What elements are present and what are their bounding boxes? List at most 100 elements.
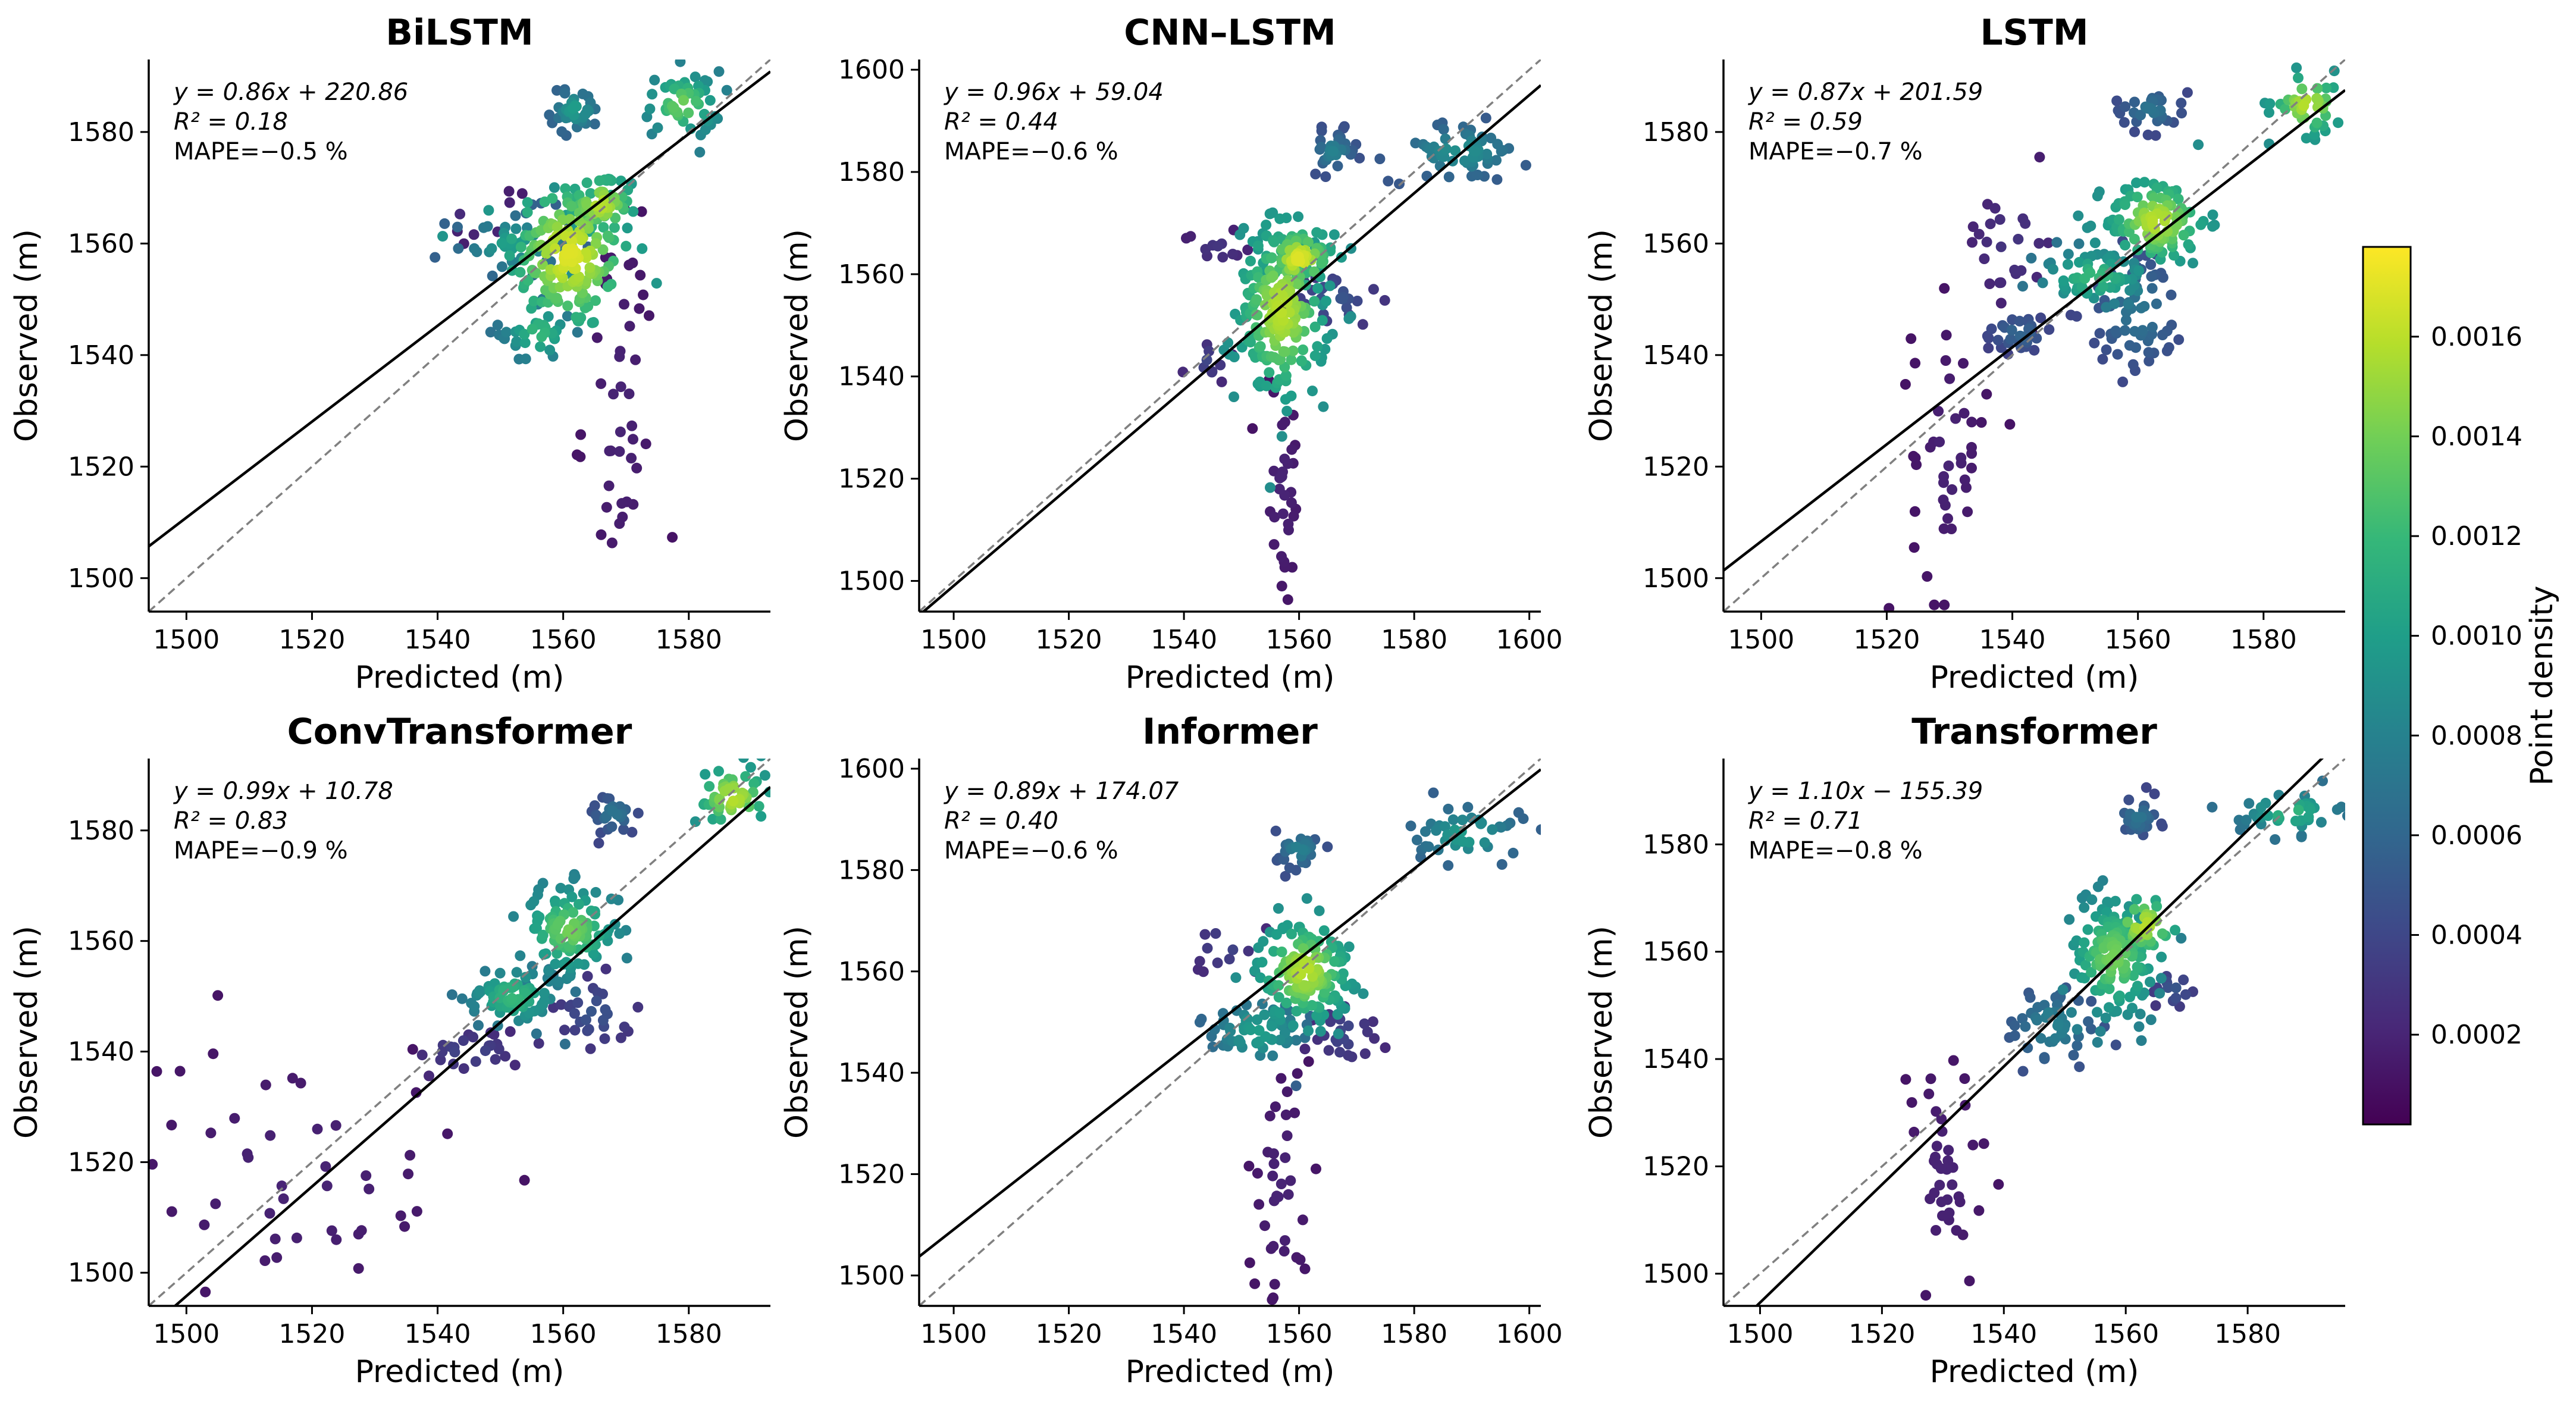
scatter-point: [615, 426, 626, 437]
scatter-point: [1276, 581, 1287, 592]
scatter-point: [531, 1028, 542, 1039]
scatter-point: [1279, 453, 1290, 465]
scatter-point: [458, 1063, 469, 1074]
scatter-point: [510, 223, 522, 234]
fit-line: [919, 768, 1541, 1258]
scatter-point: [550, 243, 561, 254]
scatter-point: [583, 1024, 594, 1035]
scatter-point: [312, 1123, 323, 1135]
scatter-point: [1440, 143, 1452, 155]
scatter-point: [2173, 334, 2185, 345]
scatter-point: [1264, 367, 1275, 378]
scatter-point: [591, 332, 603, 343]
scatter-point: [560, 957, 572, 968]
scatter-point: [566, 236, 578, 247]
scatter-point: [2255, 802, 2267, 813]
scatter-point: [1457, 836, 1468, 847]
scatter-point: [486, 243, 497, 254]
scatter-point: [2311, 93, 2323, 104]
scatter-point: [2033, 238, 2045, 249]
scatter-point: [1298, 344, 1309, 355]
scatter-point: [1285, 1175, 1296, 1186]
y-axis-label: Observed (m): [779, 926, 815, 1139]
scatter-point: [594, 175, 605, 186]
scatter-point: [2120, 101, 2131, 112]
scatter-point: [1431, 825, 1441, 836]
scatter-point: [1936, 1113, 1947, 1124]
scatter-point: [1943, 1145, 1954, 1156]
x-tick-label: 1600: [1496, 1319, 1563, 1349]
colorbar-tick-label: 0.0004: [2431, 920, 2522, 951]
scatter-point: [2048, 264, 2058, 275]
scatter-point: [2321, 82, 2332, 93]
scatter-point: [2072, 272, 2083, 283]
x-tick-label: 1540: [405, 625, 471, 655]
scatter-point: [2073, 238, 2085, 249]
scatter-point: [589, 118, 600, 130]
scatter-point: [704, 95, 716, 106]
scatter-point: [2044, 324, 2055, 335]
x-tick-label: 1500: [153, 1319, 220, 1349]
scatter-point: [2092, 190, 2103, 202]
scatter-point: [563, 924, 574, 935]
scatter-point: [1273, 1191, 1284, 1202]
scatter-point: [759, 770, 770, 781]
scatter-point: [1268, 1148, 1279, 1160]
scatter-point: [2301, 133, 2312, 144]
scatter-point: [1481, 148, 1493, 159]
scatter-point: [2178, 230, 2189, 241]
scatter-points: [1900, 775, 2345, 1301]
scatter-point: [1986, 323, 1997, 334]
identity-line: [919, 59, 1541, 612]
scatter-point: [1995, 241, 2007, 252]
scatter-point: [543, 311, 554, 322]
scatter-point: [537, 929, 549, 941]
scatter-point: [1229, 391, 1239, 402]
scatter-point: [691, 96, 701, 107]
scatter-point: [1475, 818, 1487, 829]
scatter-point: [1324, 280, 1336, 292]
scatter-point: [1383, 176, 1394, 187]
scatter-point: [1317, 315, 1328, 326]
scatter-point: [527, 324, 538, 335]
scatter-point: [2139, 177, 2150, 188]
scatter-point: [494, 967, 506, 979]
scatter-point: [2110, 1039, 2121, 1051]
scatter-point: [1247, 423, 1258, 434]
scatter-point: [492, 319, 503, 331]
scatter-point: [1309, 296, 1320, 307]
scatter-point: [405, 1149, 416, 1161]
scatter-point: [647, 89, 658, 100]
x-tick-label: 1520: [1036, 1319, 1102, 1349]
scatter-point: [556, 999, 567, 1010]
scatter-point: [1942, 513, 1953, 524]
scatter-point: [2101, 344, 2112, 355]
scatter-point: [1520, 159, 1531, 171]
scatter-point: [551, 221, 563, 233]
scatter-point: [2110, 895, 2121, 907]
y-tick-label: 1500: [68, 563, 134, 594]
scatter-point: [356, 1225, 367, 1236]
scatter-point: [2076, 892, 2088, 904]
x-tick-label: 1560: [1266, 1319, 1333, 1349]
scatter-point: [1268, 236, 1280, 247]
scatter-point: [1995, 297, 2007, 309]
scatter-point: [550, 898, 561, 909]
scatter-point: [1266, 252, 1277, 264]
scatter-point: [1947, 1179, 1958, 1190]
scatter-point: [2085, 220, 2096, 231]
scatter-point: [496, 261, 507, 272]
scatter-point: [2170, 982, 2182, 994]
scatter-point: [1935, 1163, 1947, 1174]
scatter-point: [1359, 1018, 1370, 1029]
scatter-point: [2076, 281, 2088, 293]
scatter-point: [1962, 506, 1973, 518]
scatter-point: [667, 532, 678, 543]
scatter-point: [510, 210, 521, 221]
scatter-point: [2207, 801, 2218, 813]
scatter-point: [2052, 1020, 2063, 1032]
scatter-point: [1202, 942, 1213, 954]
scatter-point: [2135, 1008, 2146, 1020]
scatter-point: [628, 434, 638, 445]
scatter-point: [430, 252, 441, 263]
